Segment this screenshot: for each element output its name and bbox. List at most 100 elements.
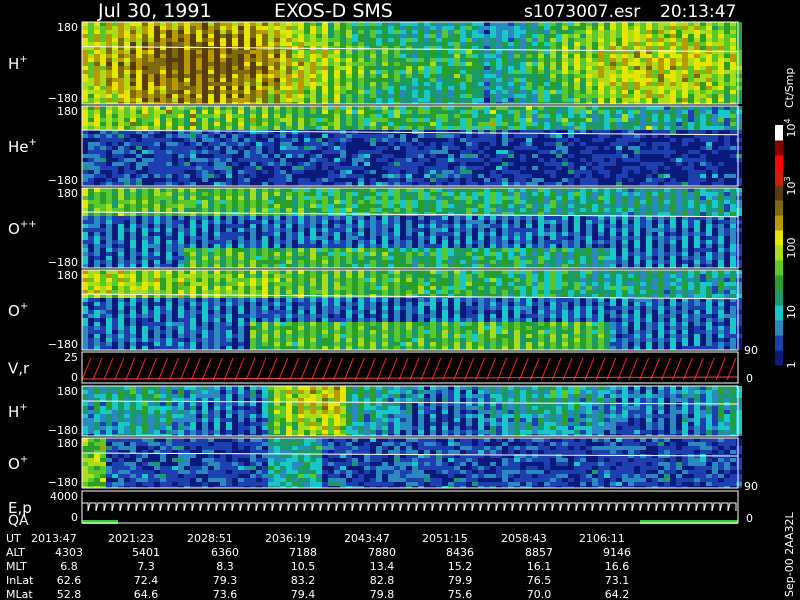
y-max-label: 180 — [57, 385, 78, 398]
plot-time: 20:13:47 — [660, 2, 736, 22]
trace-line — [81, 293, 739, 300]
trace-line — [81, 400, 739, 405]
footer-cell: 83.2 — [291, 574, 316, 587]
footer-cell: 13.4 — [370, 560, 395, 573]
panel-label: O+ — [8, 454, 28, 473]
colorbar: 1 10 100 103 104 — [775, 118, 798, 369]
footer-cell: 75.6 — [448, 588, 473, 600]
panel-frame — [81, 187, 739, 269]
footer-cell: 6.8 — [60, 560, 78, 573]
panel-label: E,p — [8, 499, 32, 517]
panel-o-plusplus — [81, 187, 742, 269]
panel-frame — [81, 269, 739, 351]
colorbar-swatch — [775, 185, 783, 201]
footer-cell: 16.1 — [527, 560, 552, 573]
footer-cell: 64.2 — [605, 588, 630, 600]
footer-row-name: MLT — [6, 560, 27, 573]
footer-cell: 72.4 — [134, 574, 159, 587]
footer-cell: 2051:15 — [422, 532, 468, 545]
footer-cell: 9146 — [603, 546, 631, 559]
y-max-label: 180 — [57, 21, 78, 34]
footer-cell: 8.3 — [216, 560, 234, 573]
panel-label-secondary: QA — [8, 513, 29, 529]
footer-cell: 2021:23 — [108, 532, 154, 545]
colorbar-tick-label: 1 — [785, 362, 798, 369]
labels-layer: Jul 30, 1991 EXOS-D SMS s1073007.esr 20:… — [8, 0, 796, 597]
right-axis-max: 90 — [744, 480, 758, 493]
y-min-label: −180 — [48, 92, 78, 105]
colorbar-unit: Ct/Smp — [783, 68, 796, 108]
panel-he-plus — [81, 105, 742, 187]
panel-label: O+ — [8, 301, 28, 320]
colorbar-swatch — [775, 350, 783, 366]
footer-row-name: InLat — [6, 574, 34, 587]
right-axis-min: 0 — [746, 372, 753, 385]
side-label: Sep-00 2AA32L — [783, 511, 796, 597]
footer-cell: 15.2 — [448, 560, 473, 573]
y-max-label: 25 — [64, 351, 78, 364]
panel-label: He+ — [8, 137, 37, 156]
panel-frame — [81, 105, 739, 187]
trace-line — [81, 211, 739, 218]
colorbar-swatch — [775, 305, 783, 321]
footer-cell: 52.8 — [57, 588, 82, 600]
colorbar-swatch — [775, 260, 783, 276]
plot-file: s1073007.esr — [524, 2, 640, 22]
panel-vr — [81, 351, 739, 384]
footer-cell: 70.0 — [527, 588, 552, 600]
footer-row-name: ALT — [6, 546, 25, 559]
colorbar-swatch — [775, 170, 783, 186]
footer-cell: 2013:47 — [31, 532, 77, 545]
panel-frame — [81, 385, 739, 437]
colorbar-swatch — [775, 275, 783, 291]
footer-cell: 7880 — [368, 546, 396, 559]
footer-cell: 73.6 — [213, 588, 238, 600]
colorbar-tick-label: 10 — [785, 305, 798, 319]
y-max-label: 180 — [57, 105, 78, 118]
y-max-label: 4000 — [50, 490, 78, 503]
panel-label: H+ — [8, 402, 28, 421]
colorbar-swatch — [775, 125, 783, 141]
footer-cell: 64.6 — [134, 588, 159, 600]
footer-cell: 2043:47 — [344, 532, 390, 545]
footer-cell: 16.6 — [605, 560, 630, 573]
panel-frame — [81, 351, 739, 384]
footer-cell: 82.8 — [370, 574, 395, 587]
colorbar-tick-label: 103 — [783, 176, 798, 195]
footer-cell: 2106:11 — [579, 532, 625, 545]
footer-cell: 2028:51 — [187, 532, 233, 545]
y-max-label: 180 — [57, 437, 78, 450]
trace-line — [81, 129, 739, 136]
plot-date: Jul 30, 1991 — [97, 0, 212, 22]
footer-cell: 79.9 — [448, 574, 473, 587]
colorbar-swatch — [775, 230, 783, 246]
panel-frame — [81, 437, 739, 489]
panel-ep-qa — [81, 490, 739, 524]
colorbar-swatch — [775, 140, 783, 156]
footer-cell: 10.5 — [291, 560, 316, 573]
colorbar-swatch — [775, 320, 783, 336]
panel-h-plus-2 — [81, 385, 742, 437]
footer-cell: 2058:43 — [501, 532, 547, 545]
footer-cell: 73.1 — [605, 574, 630, 587]
footer-cell: 79.4 — [291, 588, 316, 600]
colorbar-swatch — [775, 335, 783, 351]
panel-o-plus-1 — [81, 269, 742, 351]
colorbar-swatch — [775, 290, 783, 306]
y-min-label: −180 — [48, 338, 78, 351]
plot-instrument: EXOS-D SMS — [274, 0, 393, 22]
footer-cell: 8857 — [525, 546, 553, 559]
panel-frame — [81, 490, 739, 524]
colorbar-swatch — [775, 155, 783, 171]
panel-label: O++ — [8, 219, 37, 238]
panel-h-plus-1 — [81, 21, 742, 105]
right-axis-min: 0 — [746, 512, 753, 525]
footer-cell: 7188 — [289, 546, 317, 559]
trace-line — [81, 452, 739, 457]
footer-cell: 6360 — [211, 546, 239, 559]
y-min-label: −180 — [48, 256, 78, 269]
y-min-label: −180 — [48, 424, 78, 437]
footer-table: UT 2013:47 2021:23 2028:51 2036:19 2043:47 205… — [6, 532, 631, 600]
panel-o-plus-2 — [81, 437, 742, 489]
right-axis-max: 90 — [744, 344, 758, 357]
